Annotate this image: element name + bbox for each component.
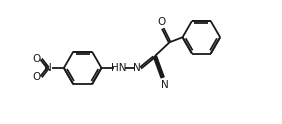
Text: O: O	[158, 17, 166, 27]
Text: N: N	[161, 80, 169, 90]
Text: O: O	[32, 72, 41, 82]
Text: O: O	[32, 54, 41, 64]
Text: N: N	[133, 63, 141, 73]
Text: HN: HN	[111, 63, 127, 73]
Text: N: N	[44, 63, 52, 73]
